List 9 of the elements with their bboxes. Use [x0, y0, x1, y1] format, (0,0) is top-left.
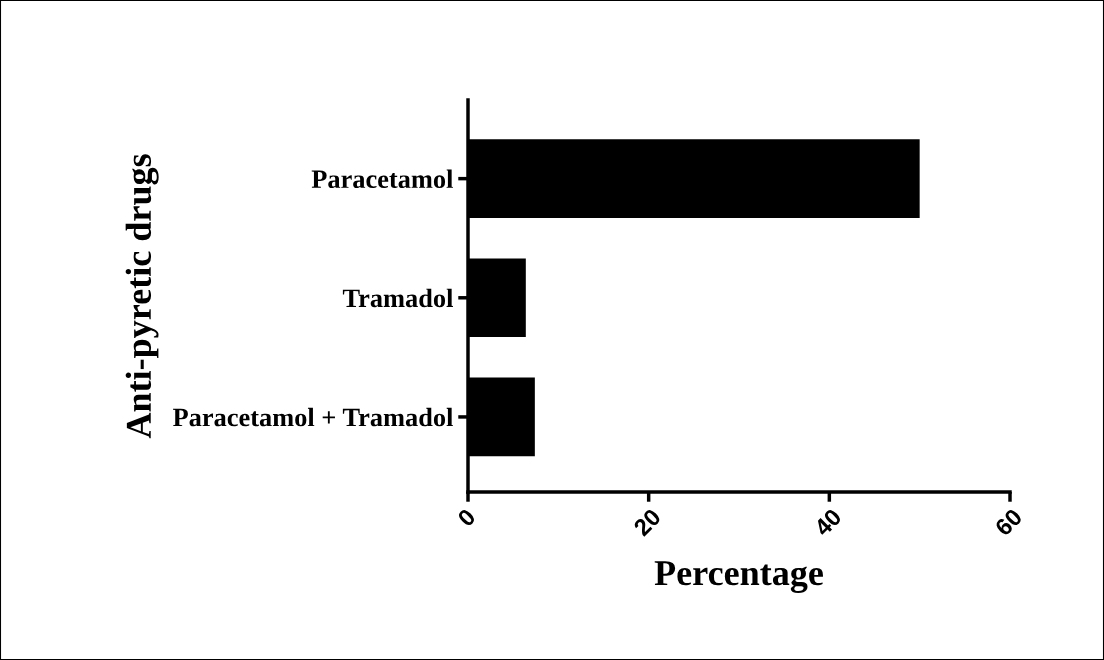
- x-axis-title: Percentage: [654, 561, 823, 593]
- x-tick-label: 20: [632, 507, 662, 537]
- x-tick-label: 0: [456, 507, 477, 528]
- y-axis-title: Anti-pyretic drugs: [125, 154, 159, 439]
- y-tick-label: Paracetamol: [311, 169, 453, 189]
- y-tick-label: Paracetamol + Tramadol: [173, 407, 453, 427]
- y-tick-label: Tramadol: [342, 288, 453, 308]
- x-tick-label: 40: [812, 507, 843, 538]
- x-tick-label: 60: [993, 507, 1024, 537]
